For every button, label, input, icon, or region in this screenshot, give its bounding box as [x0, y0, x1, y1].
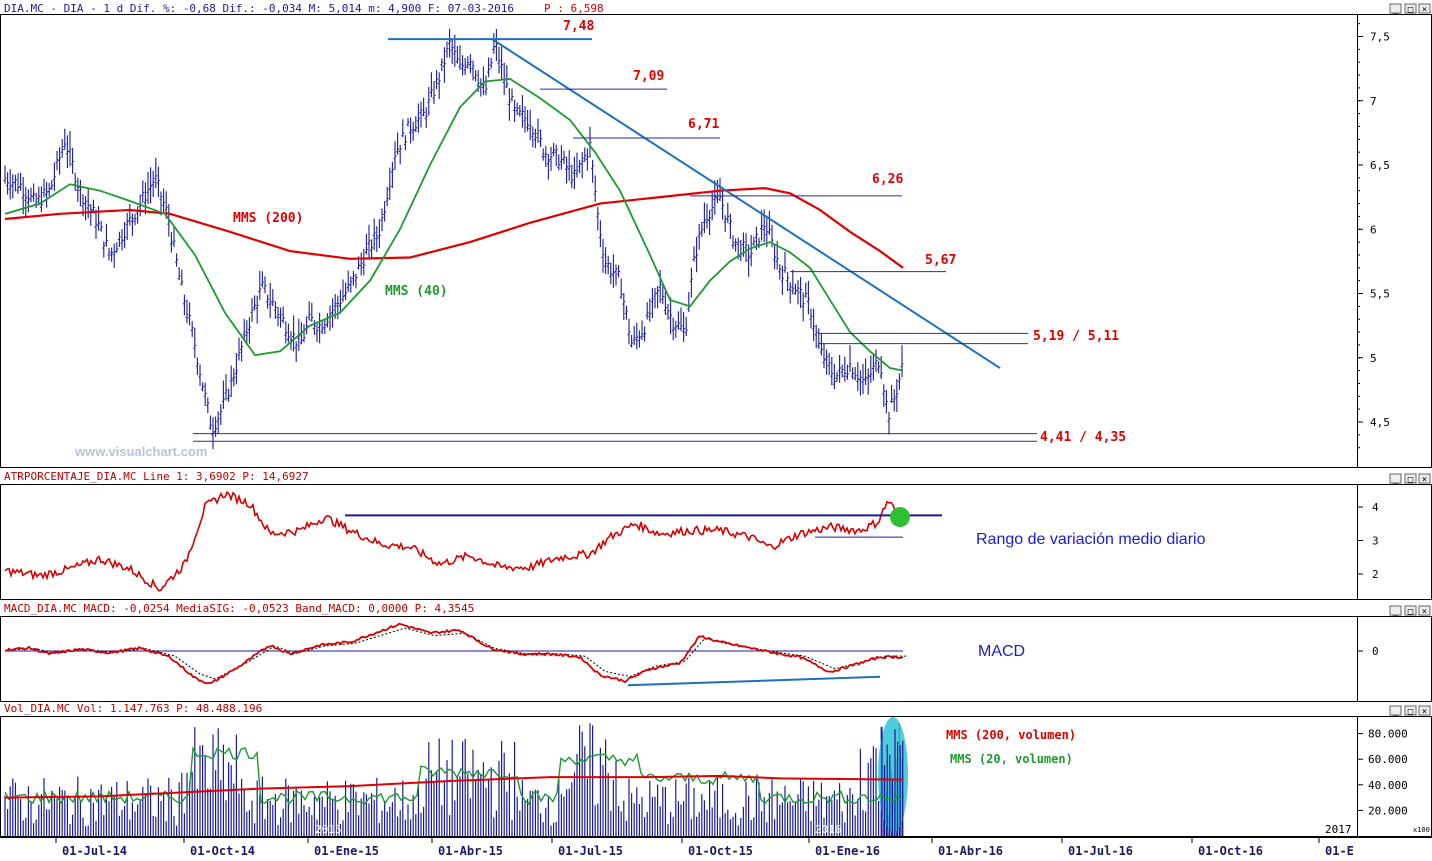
vol-tick-label: 60.000 — [1368, 753, 1408, 766]
annotation-626: 6,26 — [872, 172, 903, 187]
atr-tick-label: 3 — [1372, 535, 1379, 548]
window-control-glyph: × — [1422, 607, 1427, 617]
macd-description: MACD — [978, 643, 1025, 660]
x-tick-label: 01-Oct-16 — [1198, 844, 1263, 857]
volume-panel — [4, 717, 908, 836]
atr-panel — [4, 490, 942, 592]
x-tick-label: 01-Abr-16 — [938, 844, 1003, 857]
maximize-button — [1404, 3, 1417, 14]
vol-mms20-label: MMS (20, volumen) — [950, 752, 1073, 766]
window-control-glyph: □ — [1408, 707, 1414, 717]
window-control-glyph: × — [1422, 707, 1427, 717]
vol-sma200-line — [4, 774, 904, 799]
atr-line — [4, 490, 904, 592]
downtrend-line — [491, 38, 1001, 369]
label-mms-40: MMS (40) — [385, 284, 448, 299]
minimize-button — [1389, 705, 1402, 716]
x-tick-label: 01-Abr-15 — [438, 844, 503, 857]
close-button — [1418, 3, 1431, 14]
window-control-glyph: _ — [1393, 475, 1399, 485]
window-control-glyph: _ — [1393, 607, 1399, 617]
panel-header-band — [0, 600, 1432, 616]
x-tick-label: 01-Ene-15 — [314, 844, 379, 857]
annotation-441-435: 4,41 / 4,35 — [1040, 430, 1126, 445]
panel-header-band — [0, 0, 1432, 16]
window-control-glyph: □ — [1408, 607, 1414, 617]
price-panel-header: DIA.MC - DIA - 1 d Dif. %: -0,68 Dif.: -… — [4, 2, 514, 15]
macd-tick-label: 0 — [1372, 645, 1379, 658]
price-tick-label: 6 — [1370, 223, 1377, 236]
atr-tick-label: 4 — [1372, 501, 1379, 514]
axis-labels: 7,5 7 6,5 6 5,5 5 4,5 4 3 2 0 80.000 60.000 40.000 20.… — [55, 23, 1408, 858]
price-panel-header-p: P : 6,598 — [544, 2, 604, 15]
price-tick-label: 5,5 — [1370, 288, 1390, 301]
minimize-button — [1389, 473, 1402, 484]
panel-window-controls[interactable]: _ □ × _ □ × _ □ × _ □ × — [1389, 3, 1431, 717]
x-tick-label: 01-Oct-14 — [190, 844, 255, 857]
watermark: www.visualchart.com — [74, 444, 207, 459]
macd-panel-header: MACD_DIA.MC MACD: -0,0254 MediaSIG: -0,0… — [4, 602, 474, 615]
price-tick-label: 6,5 — [1370, 159, 1390, 172]
year-marker-2016: 2016 — [815, 823, 842, 836]
window-control-glyph: × — [1422, 475, 1427, 485]
volume-panel-header: Vol_DIA.MC Vol: 1.147.763 P: 48.488.196 — [4, 702, 262, 715]
price-tick-label: 4,5 — [1370, 416, 1390, 429]
label-mms-200: MMS (200) — [233, 211, 303, 226]
window-control-glyph: × — [1422, 5, 1427, 15]
vol-mms200-label: MMS (200, volumen) — [946, 728, 1076, 742]
close-button — [1418, 605, 1431, 616]
window-control-glyph: _ — [1393, 5, 1399, 15]
maximize-button — [1404, 705, 1417, 716]
macd-line — [4, 622, 904, 685]
x-tick-label: 01-Jul-15 — [558, 844, 623, 857]
annotation-748: 7,48 — [563, 19, 594, 34]
x-tick-label: 01-Ene-16 — [815, 844, 880, 857]
price-tick-label: 7 — [1370, 95, 1377, 108]
panel-border — [0, 14, 1432, 468]
year-marker-2017: 2017 — [1325, 823, 1352, 836]
atr-description: Rango de variación medio diario — [976, 531, 1206, 548]
panel-header-band — [0, 468, 1432, 484]
window-control-glyph: _ — [1393, 707, 1399, 717]
close-button — [1418, 705, 1431, 716]
panel-border — [0, 616, 1432, 702]
atr-highlight-circle — [890, 507, 910, 528]
vol-sma20-line — [4, 746, 902, 806]
vol-tick-label: 40.000 — [1368, 779, 1408, 792]
minimize-button — [1389, 3, 1402, 14]
year-marker-2015: 2015 — [315, 823, 342, 836]
annotation-671: 6,71 — [688, 117, 719, 132]
price-tick-label: 5 — [1370, 352, 1377, 365]
vol-tick-label: 80.000 — [1368, 728, 1408, 741]
sma200-line — [4, 187, 904, 269]
window-control-glyph: □ — [1408, 5, 1414, 15]
panel-border — [0, 484, 1432, 600]
x-tick-label: 01-Jul-16 — [1068, 844, 1133, 857]
macd-panel — [4, 622, 908, 687]
annotation-519-511: 5,19 / 5,11 — [1033, 329, 1119, 344]
x-tick-label: 01-Oct-15 — [688, 844, 753, 857]
maximize-button — [1404, 605, 1417, 616]
price-tick-label: 7,5 — [1370, 31, 1390, 44]
vol-tick-label: 20.000 — [1368, 804, 1408, 817]
annotation-709: 7,09 — [633, 69, 664, 84]
minimize-button — [1389, 605, 1402, 616]
panel-header-band — [0, 702, 1432, 716]
price-panel — [3, 28, 1037, 450]
sma40-line — [4, 77, 904, 372]
close-button — [1418, 473, 1431, 484]
x-tick-label: 01-E — [1325, 844, 1354, 857]
window-control-glyph: □ — [1408, 475, 1414, 485]
macd-divergence-line — [627, 675, 881, 687]
atr-panel-header: ATRPORCENTAJE_DIA.MC Line 1: 3,6902 P: 1… — [4, 470, 309, 483]
atr-tick-label: 2 — [1372, 568, 1379, 581]
annotation-567: 5,67 — [925, 253, 956, 268]
x-tick-label: 01-Jul-14 — [62, 844, 127, 857]
maximize-button — [1404, 473, 1417, 484]
x100-label: x100 — [1413, 826, 1430, 834]
